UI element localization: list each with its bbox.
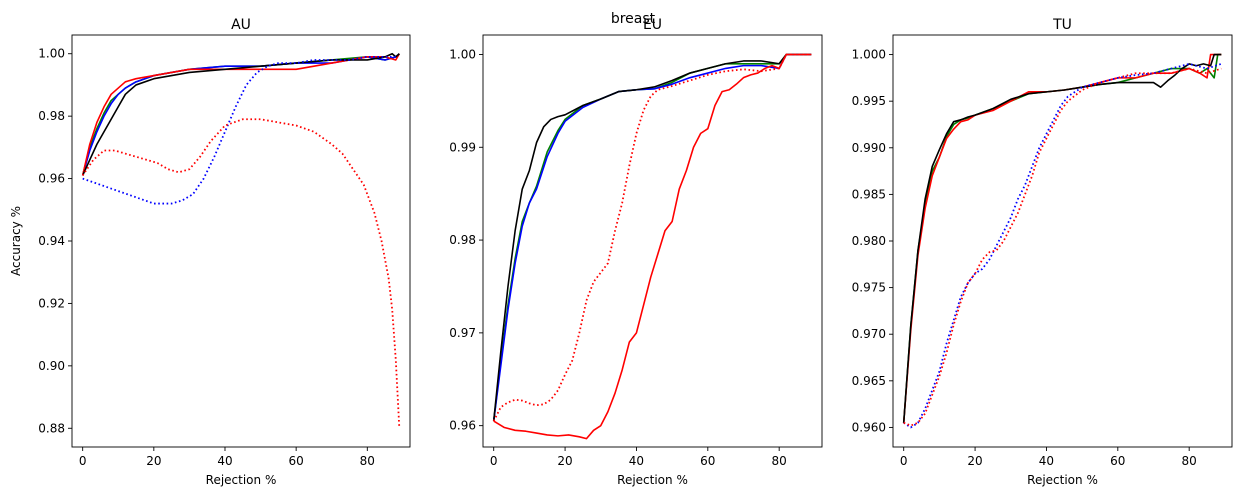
x-tick-label: 80 (772, 454, 787, 468)
x-tick-label: 60 (700, 454, 715, 468)
y-tick-label: 0.98 (449, 233, 476, 247)
y-tick-label: 0.975 (852, 281, 886, 295)
series-line-2-solid (492, 53, 812, 422)
y-tick-label: 0.980 (852, 234, 886, 248)
x-tick-label: 0 (490, 454, 498, 468)
series-line-3-solid (902, 53, 1222, 423)
x-tick-label: 80 (360, 454, 375, 468)
series-line-4-dotted (903, 63, 1222, 429)
y-tick-label: 0.960 (852, 420, 886, 434)
y-tick-label: 0.96 (449, 419, 476, 433)
series-line-5-dotted (903, 67, 1222, 427)
y-tick-label: 0.995 (852, 94, 886, 108)
y-tick-label: 0.99 (449, 140, 476, 154)
axes-frame (71, 34, 411, 448)
series-line-1-solid (81, 53, 400, 176)
x-axis-label: Rejection % (1027, 473, 1098, 487)
series-group (492, 53, 812, 440)
x-tick-label: 0 (79, 454, 87, 468)
panel-title: EU (643, 17, 662, 33)
y-tick-label: 0.92 (38, 296, 65, 310)
panel-eu: 0 20 40 60 80 0.96 0.97 0.98 0.99 1.00 EU Rejection… (449, 17, 823, 487)
y-tick-label: 0.965 (852, 374, 886, 388)
series-line-4-solid (81, 52, 400, 176)
y-tick-label: 0.98 (38, 109, 65, 123)
y-tick-label: 0.990 (852, 141, 886, 155)
panel-title: AU (231, 17, 251, 33)
x-tick-label: 40 (629, 454, 644, 468)
figure-suptitle: breast (611, 11, 656, 27)
y-tick-label: 0.90 (38, 359, 65, 373)
y-tick-label: 0.94 (38, 234, 65, 248)
x-axis-label: Rejection % (206, 473, 277, 487)
series-group (81, 52, 401, 429)
y-tick-label: 1.00 (449, 47, 476, 61)
series-line-2-solid (81, 53, 400, 176)
series-line-4-dotted (492, 53, 812, 422)
y-tick-label: 1.00 (38, 47, 65, 61)
y-tick-label: 1.000 (852, 48, 886, 62)
x-tick-label: 0 (900, 454, 908, 468)
y-tick-label: 0.96 (38, 172, 65, 186)
axes-frame (482, 34, 823, 448)
series-line-3-solid (492, 53, 812, 422)
series-line-2-solid (902, 53, 1222, 423)
series-line-5-solid (493, 53, 812, 440)
series-line-1-solid (492, 53, 812, 422)
panel-title: TU (1052, 17, 1072, 33)
axes-frame (892, 34, 1233, 448)
y-axis-label: Accuracy % (9, 206, 23, 276)
x-tick-label: 80 (1182, 454, 1197, 468)
y-tick-label: 0.97 (449, 326, 476, 340)
panel-au: 0 20 40 60 80 0.88 0.90 0.92 0.94 0.96 0.98 1.00 AU R… (9, 17, 411, 487)
series-line-1-solid (902, 53, 1222, 423)
x-tick-label: 20 (557, 454, 572, 468)
series-group (902, 53, 1222, 429)
series-line-5-dotted (82, 55, 396, 205)
series-line-6-dotted (81, 118, 401, 429)
x-tick-label: 40 (217, 454, 232, 468)
y-tick-label: 0.970 (852, 327, 886, 341)
y-tick-label: 0.985 (852, 187, 886, 201)
x-tick-label: 20 (967, 454, 982, 468)
y-tick-label: 0.88 (38, 421, 65, 435)
x-axis-label: Rejection % (617, 473, 688, 487)
x-tick-label: 20 (146, 454, 161, 468)
x-tick-label: 60 (289, 454, 304, 468)
x-tick-label: 40 (1039, 454, 1054, 468)
panel-tu: 0 20 40 60 80 0.960 0.965 0.970 0.975 0.980 0.985 0… (852, 17, 1233, 487)
x-tick-label: 60 (1110, 454, 1125, 468)
series-line-3-solid (81, 53, 401, 176)
